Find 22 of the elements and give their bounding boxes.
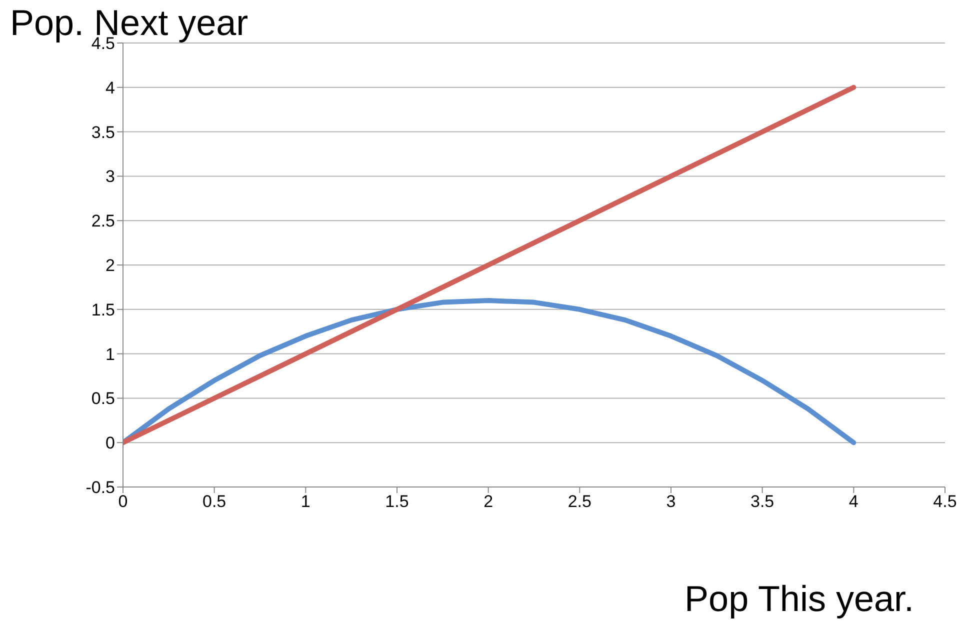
x-tick-label: 3 (666, 492, 676, 512)
y-tick-label: 0.5 (91, 389, 115, 408)
y-tick-label: -0.5 (86, 478, 115, 498)
y-tick-label: 0 (106, 434, 115, 453)
y-tick-label: 1 (106, 344, 115, 364)
x-tick-label: 2 (484, 492, 494, 512)
y-tick-label: 2.5 (91, 212, 115, 231)
x-tick-label: 0 (118, 492, 128, 512)
x-tick-label: 4.5 (933, 492, 957, 512)
y-tick-label: 1.5 (91, 300, 115, 320)
y-tick-label: 2 (106, 256, 115, 276)
y-tick-label: 4.5 (91, 34, 115, 54)
x-tick-label: 1.5 (385, 492, 409, 512)
x-tick-label: 1 (300, 492, 310, 512)
x-tick-label: 3.5 (750, 492, 774, 512)
y-tick-label: 4 (106, 78, 115, 98)
x-tick-label: 2.5 (568, 492, 592, 512)
y-tick-label: 3.5 (91, 122, 115, 142)
x-axis-title: Pop This year. (684, 578, 914, 620)
x-tick-label: 0.5 (202, 492, 226, 512)
y-tick-label: 3 (106, 167, 115, 186)
x-tick-label: 4 (848, 492, 858, 512)
